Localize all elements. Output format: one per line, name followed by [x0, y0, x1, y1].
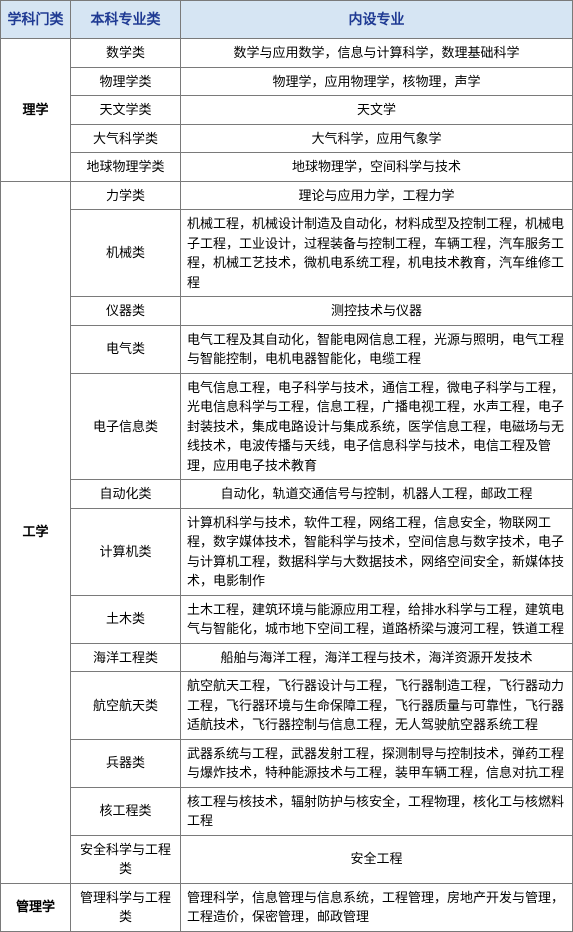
majors-cell: 数学与应用数学，信息与计算科学，数理基础科学 [181, 39, 573, 68]
class-cell: 机械类 [71, 210, 181, 297]
majors-cell: 地球物理学，空间科学与技术 [181, 153, 573, 182]
table-row: 大气科学类大气科学，应用气象学 [1, 124, 573, 153]
majors-table: 学科门类 本科专业类 内设专业 理学数学类数学与应用数学，信息与计算科学，数理基… [0, 0, 573, 932]
class-cell: 仪器类 [71, 297, 181, 326]
table-row: 计算机类计算机科学与技术，软件工程，网络工程，信息安全，物联网工程，数字媒体技术… [1, 508, 573, 595]
class-cell: 数学类 [71, 39, 181, 68]
table-row: 核工程类核工程与核技术，辐射防护与核安全，工程物理，核化工与核燃料工程 [1, 787, 573, 835]
majors-cell: 计算机科学与技术，软件工程，网络工程，信息安全，物联网工程，数字媒体技术，智能科… [181, 508, 573, 595]
class-cell: 核工程类 [71, 787, 181, 835]
majors-cell: 物理学，应用物理学，核物理，声学 [181, 67, 573, 96]
table-row: 天文学类天文学 [1, 96, 573, 125]
class-cell: 安全科学与工程类 [71, 835, 181, 883]
table-row: 工学力学类理论与应用力学，工程力学 [1, 181, 573, 210]
class-cell: 自动化类 [71, 480, 181, 509]
category-cell: 管理学 [1, 883, 71, 931]
header-majors: 内设专业 [181, 1, 573, 39]
category-cell: 理学 [1, 39, 71, 182]
majors-cell: 电气工程及其自动化，智能电网信息工程，光源与照明，电气工程与智能控制，电机电器智… [181, 325, 573, 373]
header-row: 学科门类 本科专业类 内设专业 [1, 1, 573, 39]
majors-cell: 管理科学，信息管理与信息系统，工程管理，房地产开发与管理，工程造价，保密管理，邮… [181, 883, 573, 931]
table-row: 海洋工程类船舶与海洋工程，海洋工程与技术，海洋资源开发技术 [1, 643, 573, 672]
majors-cell: 测控技术与仪器 [181, 297, 573, 326]
class-cell: 力学类 [71, 181, 181, 210]
majors-cell: 自动化，轨道交通信号与控制，机器人工程，邮政工程 [181, 480, 573, 509]
majors-cell: 天文学 [181, 96, 573, 125]
class-cell: 兵器类 [71, 739, 181, 787]
table-row: 航空航天类航空航天工程，飞行器设计与工程，飞行器制造工程，飞行器动力工程，飞行器… [1, 672, 573, 740]
table-row: 土木类土木工程，建筑环境与能源应用工程，给排水科学与工程，建筑电气与智能化，城市… [1, 595, 573, 643]
class-cell: 计算机类 [71, 508, 181, 595]
class-cell: 电气类 [71, 325, 181, 373]
table-row: 机械类机械工程，机械设计制造及自动化，材料成型及控制工程，机械电子工程，工业设计… [1, 210, 573, 297]
majors-cell: 船舶与海洋工程，海洋工程与技术，海洋资源开发技术 [181, 643, 573, 672]
table-row: 物理学类物理学，应用物理学，核物理，声学 [1, 67, 573, 96]
table-row: 管理学管理科学与工程类管理科学，信息管理与信息系统，工程管理，房地产开发与管理，… [1, 883, 573, 931]
class-cell: 土木类 [71, 595, 181, 643]
majors-cell: 机械工程，机械设计制造及自动化，材料成型及控制工程，机械电子工程，工业设计，过程… [181, 210, 573, 297]
table-row: 安全科学与工程类安全工程 [1, 835, 573, 883]
class-cell: 海洋工程类 [71, 643, 181, 672]
header-category: 学科门类 [1, 1, 71, 39]
majors-cell: 武器系统与工程，武器发射工程，探测制导与控制技术，弹药工程与爆炸技术，特种能源技… [181, 739, 573, 787]
majors-cell: 核工程与核技术，辐射防护与核安全，工程物理，核化工与核燃料工程 [181, 787, 573, 835]
class-cell: 管理科学与工程类 [71, 883, 181, 931]
table-row: 理学数学类数学与应用数学，信息与计算科学，数理基础科学 [1, 39, 573, 68]
class-cell: 天文学类 [71, 96, 181, 125]
table-row: 地球物理学类地球物理学，空间科学与技术 [1, 153, 573, 182]
majors-cell: 大气科学，应用气象学 [181, 124, 573, 153]
category-cell: 工学 [1, 181, 71, 883]
table-row: 电子信息类电气信息工程，电子科学与技术，通信工程，微电子科学与工程，光电信息科学… [1, 373, 573, 480]
table-row: 兵器类武器系统与工程，武器发射工程，探测制导与控制技术，弹药工程与爆炸技术，特种… [1, 739, 573, 787]
table-row: 电气类电气工程及其自动化，智能电网信息工程，光源与照明，电气工程与智能控制，电机… [1, 325, 573, 373]
class-cell: 大气科学类 [71, 124, 181, 153]
header-class: 本科专业类 [71, 1, 181, 39]
class-cell: 航空航天类 [71, 672, 181, 740]
class-cell: 地球物理学类 [71, 153, 181, 182]
table-row: 自动化类自动化，轨道交通信号与控制，机器人工程，邮政工程 [1, 480, 573, 509]
majors-cell: 电气信息工程，电子科学与技术，通信工程，微电子科学与工程，光电信息科学与工程，信… [181, 373, 573, 480]
majors-cell: 理论与应用力学，工程力学 [181, 181, 573, 210]
majors-cell: 土木工程，建筑环境与能源应用工程，给排水科学与工程，建筑电气与智能化，城市地下空… [181, 595, 573, 643]
majors-cell: 航空航天工程，飞行器设计与工程，飞行器制造工程，飞行器动力工程，飞行器环境与生命… [181, 672, 573, 740]
majors-cell: 安全工程 [181, 835, 573, 883]
class-cell: 电子信息类 [71, 373, 181, 480]
table-row: 仪器类测控技术与仪器 [1, 297, 573, 326]
class-cell: 物理学类 [71, 67, 181, 96]
